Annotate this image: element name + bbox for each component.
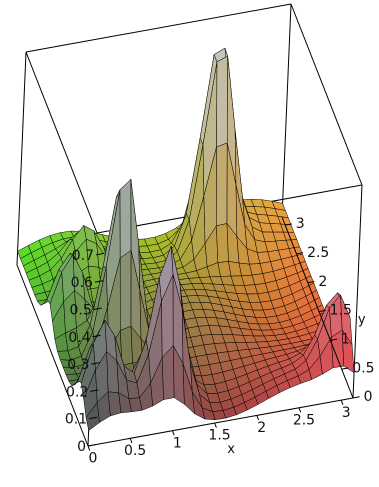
y-tick: [285, 223, 292, 226]
x-tick-label: 2: [257, 420, 266, 436]
y-tick-label: 0: [364, 389, 373, 405]
surface-patch: [119, 249, 132, 331]
x-tick: [340, 399, 344, 405]
z-tick-label: 0.5: [70, 302, 92, 318]
y-tick-label: 3: [296, 216, 305, 232]
x-tick-label: 1: [173, 435, 182, 451]
box-edge: [87, 397, 354, 447]
x-axis-label: x: [227, 442, 235, 457]
surface-patch: [216, 142, 228, 227]
surface-mesh: [17, 47, 355, 432]
y-tick-label: 1.5: [330, 303, 352, 319]
x-tick: [129, 438, 133, 444]
z-tick-label: 0.3: [67, 357, 89, 373]
z-tick: [90, 389, 99, 392]
x-tick-label: 2.5: [293, 412, 315, 428]
z-tick: [91, 362, 100, 365]
z-tick: [94, 280, 103, 283]
bounding-box-front: [16, 184, 363, 447]
y-axis-label: y: [358, 312, 366, 327]
z-tick-label: 0: [77, 439, 86, 455]
z-tick: [92, 334, 101, 338]
y-tick-label: 1: [341, 331, 350, 347]
z-tick-label: 0.2: [66, 384, 88, 400]
y-tick: [318, 309, 326, 313]
x-tick-label: 0.5: [124, 443, 146, 459]
z-tick-label: 0.4: [68, 330, 90, 346]
z-tick: [89, 416, 98, 420]
box-edge: [290, 3, 363, 186]
axes: 0 0.5 1 1.5 2 2.5 3x32.521.510.50y00.10.20.30.…: [65, 216, 375, 467]
y-tick: [296, 252, 304, 255]
y-tick-label: 2.5: [307, 245, 329, 261]
y-tick-label: 0.5: [352, 360, 374, 376]
box-edge: [16, 264, 89, 447]
x-tick-label: 3: [342, 405, 351, 421]
box-edge: [281, 3, 292, 218]
box-edge: [352, 184, 363, 399]
x-tick: [171, 430, 175, 436]
x-tick: [298, 407, 302, 413]
box-edge: [25, 3, 292, 53]
surface-patch: [216, 223, 229, 263]
z-tick: [87, 444, 97, 447]
z-tick-label: 0.6: [71, 275, 93, 291]
surface-patch: [216, 55, 228, 148]
surface-patch: [119, 178, 132, 259]
y-tick: [307, 281, 315, 284]
box-edge: [281, 216, 354, 399]
z-tick-label: 0.1: [65, 412, 87, 428]
box-edge: [25, 51, 98, 234]
x-tick: [87, 445, 91, 451]
y-tick: [341, 367, 349, 370]
x-tick-label: 0: [89, 451, 98, 467]
x-tick-label: 1.5: [208, 428, 230, 444]
x-tick: [256, 415, 260, 421]
box-edge: [16, 51, 27, 266]
y-tick-label: 2: [318, 274, 327, 290]
z-tick: [93, 307, 102, 310]
z-tick-label: 0.7: [72, 248, 94, 264]
surface-patch: [341, 329, 355, 374]
y-tick: [330, 338, 338, 341]
y-tick: [352, 396, 360, 399]
z-tick: [95, 252, 105, 256]
x-tick: [214, 422, 217, 428]
